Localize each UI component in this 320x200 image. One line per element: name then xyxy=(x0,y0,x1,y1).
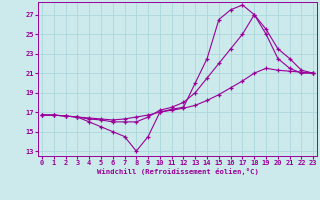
X-axis label: Windchill (Refroidissement éolien,°C): Windchill (Refroidissement éolien,°C) xyxy=(97,168,259,175)
